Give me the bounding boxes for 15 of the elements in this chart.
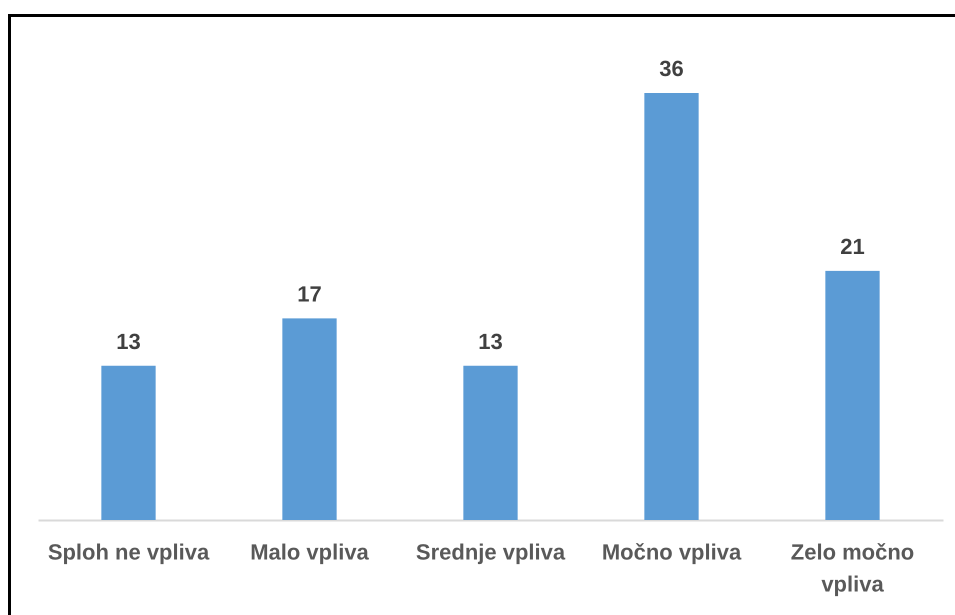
bar — [463, 366, 518, 520]
data-label: 17 — [297, 281, 322, 306]
x-tick-label: Srednje vpliva — [416, 540, 566, 564]
bar — [644, 93, 699, 520]
data-label: 13 — [116, 328, 141, 354]
x-tick-label: Malo vpliva — [250, 540, 370, 564]
bar — [282, 318, 337, 520]
x-tick-label: Močno vpliva — [602, 540, 742, 564]
x-tick-label: Zelo močno vpliva — [790, 540, 914, 596]
data-label: 13 — [478, 328, 503, 354]
bar — [101, 366, 156, 520]
data-label: 21 — [840, 234, 865, 259]
data-label: 36 — [659, 56, 684, 81]
bar — [825, 270, 880, 520]
x-tick-label: Sploh ne vpliva — [48, 540, 210, 564]
